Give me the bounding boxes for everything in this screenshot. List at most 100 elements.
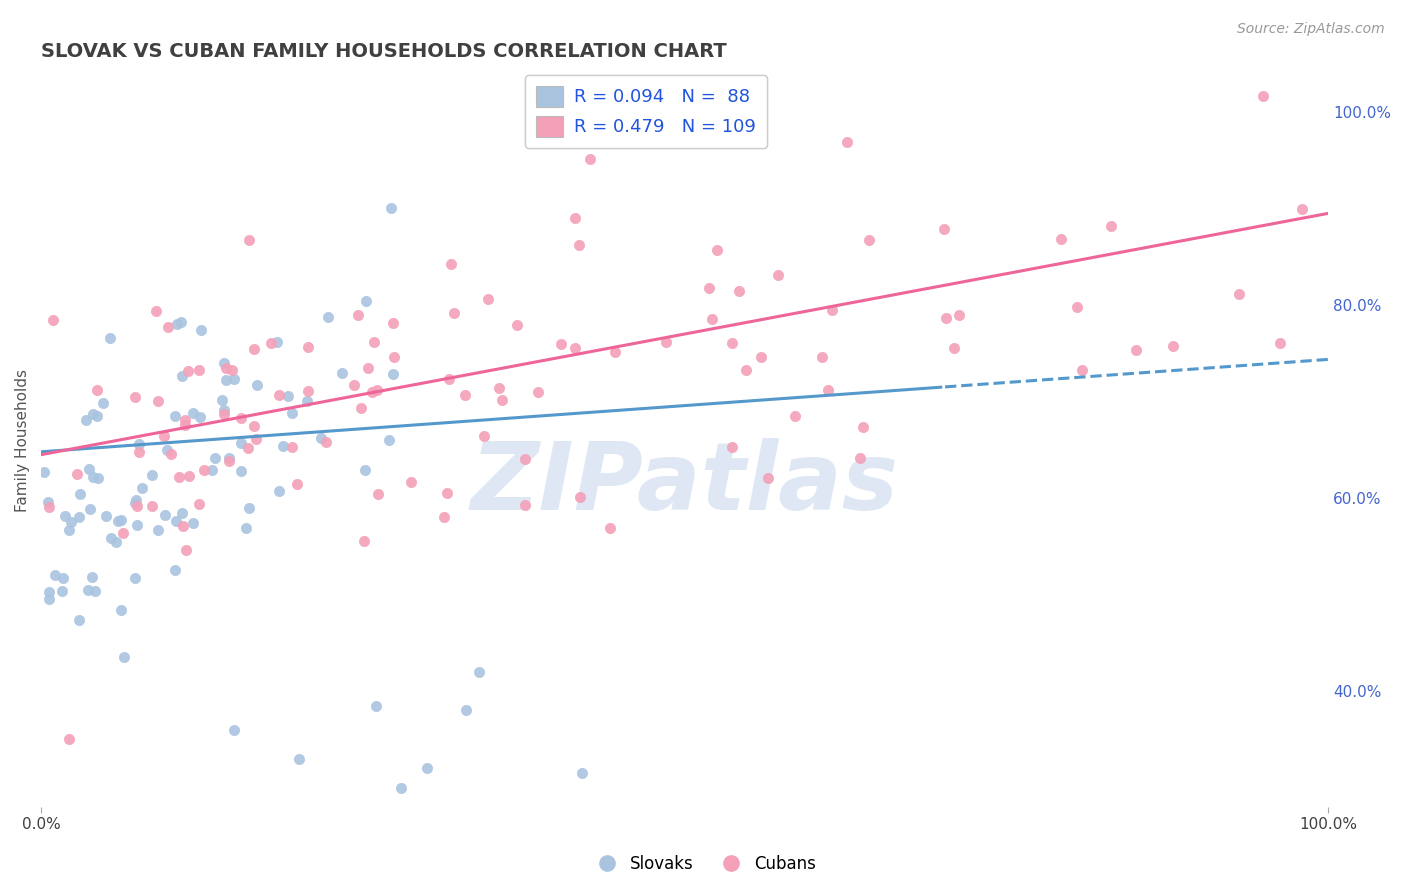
Point (38, 500, 60, 515)
Text: SLOVAK VS CUBAN FAMILY HOUSEHOLDS CORRELATION CHART: SLOVAK VS CUBAN FAMILY HOUSEHOLDS CORREL… (41, 42, 727, 61)
Point (488, 381, 510, 395)
Point (943, 341, 966, 355)
Point (243, 343, 266, 357)
Point (91, 396, 114, 410)
Point (44, 568, 66, 582)
Point (932, 222, 955, 236)
Point (1050, 232, 1073, 246)
Point (1268, 335, 1291, 350)
Point (285, 477, 308, 491)
Point (472, 428, 495, 442)
Point (564, 211, 586, 225)
Point (391, 780, 413, 795)
Point (51, 584, 73, 599)
Point (128, 437, 150, 451)
Point (550, 337, 572, 351)
Point (94, 508, 117, 523)
Point (366, 383, 388, 397)
Point (67, 510, 90, 524)
Point (311, 431, 333, 445)
Point (52, 571, 75, 585)
Point (728, 284, 751, 298)
Text: Source: ZipAtlas.com: Source: ZipAtlas.com (1237, 22, 1385, 37)
Point (79, 501, 101, 516)
Point (69, 487, 91, 501)
Point (267, 388, 290, 402)
Point (821, 302, 844, 317)
Point (467, 665, 489, 679)
Point (181, 516, 204, 530)
Point (734, 363, 756, 377)
Point (146, 523, 169, 537)
Point (243, 418, 266, 433)
Point (858, 233, 880, 247)
Point (281, 440, 304, 454)
Point (69, 613, 91, 627)
Point (513, 498, 536, 512)
Point (82, 407, 104, 421)
Point (720, 440, 742, 454)
Point (166, 317, 188, 331)
Point (75, 413, 97, 427)
Point (128, 444, 150, 458)
Point (172, 506, 194, 520)
Point (1291, 202, 1313, 216)
Point (766, 268, 789, 282)
Point (568, 238, 591, 252)
Point (751, 350, 773, 364)
Point (59, 515, 82, 529)
Point (364, 698, 387, 713)
Point (571, 766, 593, 780)
Point (146, 393, 169, 408)
Point (756, 471, 779, 485)
Point (491, 393, 513, 408)
Point (37, 494, 59, 508)
Point (506, 318, 529, 332)
Point (297, 384, 319, 399)
Point (177, 469, 200, 483)
Point (124, 496, 146, 510)
Point (271, 439, 294, 453)
Point (785, 409, 807, 424)
Point (124, 571, 146, 585)
Point (124, 390, 146, 404)
Point (700, 312, 723, 326)
Point (1227, 286, 1250, 301)
Point (80, 570, 103, 584)
Point (439, 372, 461, 386)
Point (218, 451, 240, 466)
Point (214, 360, 236, 375)
Point (173, 418, 195, 433)
Point (697, 281, 720, 295)
Point (269, 483, 291, 498)
Point (353, 463, 375, 477)
Point (295, 393, 318, 408)
Point (204, 451, 226, 466)
Point (229, 411, 252, 425)
Point (568, 490, 591, 504)
Point (82, 470, 104, 484)
Point (579, 152, 602, 166)
Point (360, 384, 382, 399)
Legend: R = 0.094   N =  88, R = 0.479   N = 109: R = 0.094 N = 88, R = 0.479 N = 109 (526, 75, 766, 147)
Point (107, 514, 129, 528)
Point (238, 233, 260, 247)
Point (131, 481, 153, 495)
Point (287, 752, 309, 766)
Point (32, 465, 55, 479)
Point (399, 475, 422, 489)
Point (236, 441, 259, 455)
Point (224, 723, 246, 737)
Point (215, 373, 238, 387)
Point (380, 202, 402, 216)
Point (163, 409, 186, 424)
Point (382, 350, 405, 364)
Point (477, 292, 499, 306)
Point (1125, 343, 1147, 357)
Point (141, 468, 163, 483)
Point (84, 583, 107, 598)
Point (170, 316, 193, 330)
Point (218, 454, 240, 468)
Point (382, 367, 405, 381)
Point (42, 313, 65, 327)
